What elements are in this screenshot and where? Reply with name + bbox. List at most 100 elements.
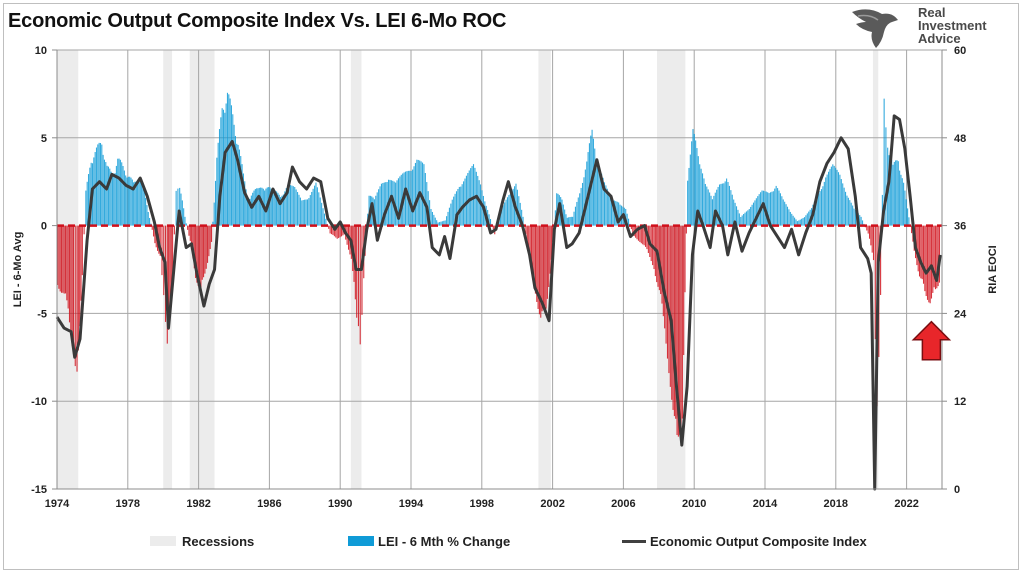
lei-bar-positive — [519, 202, 521, 226]
lei-bar-positive — [738, 213, 740, 226]
lei-bar-negative — [544, 225, 546, 307]
lei-bar-positive — [768, 193, 770, 226]
lei-bar-positive — [145, 197, 147, 226]
lei-bar-positive — [443, 220, 445, 226]
lei-bar-negative — [666, 225, 669, 359]
lei-bar-positive — [127, 176, 129, 226]
lei-bar-positive — [832, 164, 834, 226]
lei-bar-negative — [199, 225, 201, 289]
lei-bar-positive — [596, 163, 598, 226]
lei-bar-positive — [431, 211, 433, 226]
lei-bar-positive — [754, 200, 756, 226]
lei-bar-positive — [397, 178, 400, 226]
lei-bar-negative — [630, 225, 632, 230]
lei-bar-positive — [133, 182, 135, 226]
lei-bar-positive — [595, 158, 597, 226]
lei-bar-positive — [859, 215, 861, 226]
lei-bar-negative — [77, 225, 79, 351]
y2-tick-label: 48 — [954, 133, 966, 145]
lei-bar-negative — [333, 225, 335, 237]
lei-bar-positive — [602, 177, 604, 226]
lei-bar-positive — [230, 105, 233, 226]
lei-bar-positive — [488, 214, 490, 226]
lei-bar-positive — [782, 199, 784, 226]
lei-bar-negative — [359, 225, 361, 345]
lei-bar-positive — [569, 217, 571, 226]
lei-bar-positive — [908, 217, 910, 226]
lei-bar-positive — [213, 202, 215, 226]
lei-bar-positive — [252, 192, 254, 226]
lei-bar-positive — [853, 208, 855, 226]
lei-bar-negative — [872, 225, 875, 261]
lei-bar-positive — [843, 187, 845, 226]
lei-bar-positive — [570, 216, 572, 226]
lei-bar-positive — [325, 218, 327, 226]
lei-bar-positive — [897, 161, 899, 226]
lei-bar-positive — [256, 188, 258, 226]
y-tick-label: -5 — [37, 308, 47, 320]
lei-bar-negative — [880, 225, 882, 295]
lei-bar-positive — [861, 220, 864, 226]
lei-bar-positive — [309, 195, 311, 226]
eagle-icon — [852, 9, 898, 48]
lei-bar-positive — [574, 206, 577, 226]
lei-bar-negative — [189, 225, 191, 241]
lei-bar-negative — [541, 225, 543, 312]
x-tick-label: 2002 — [540, 498, 564, 510]
lei-bar-positive — [508, 195, 510, 226]
lei-bar-negative — [671, 225, 673, 400]
lei-bar-positive — [87, 174, 90, 226]
lei-bar-positive — [123, 170, 125, 226]
lei-bar-negative — [72, 225, 75, 355]
lei-bar-negative — [154, 225, 156, 244]
lei-bar-positive — [241, 164, 243, 226]
lei-bar-positive — [410, 170, 412, 226]
lei-bar-negative — [934, 225, 937, 290]
lei-bar-negative — [673, 225, 675, 417]
lei-bar-negative — [871, 225, 873, 253]
lei-bar-positive — [619, 204, 621, 226]
lei-bar-positive — [285, 188, 287, 226]
logo: Real Investment Advice — [848, 6, 987, 50]
lei-bar-positive — [730, 190, 732, 226]
lei-bar-positive — [888, 155, 890, 226]
lei-bar-positive — [468, 170, 470, 226]
lei-bar-positive — [245, 189, 247, 226]
lei-bar-negative — [644, 225, 647, 247]
lei-bar-negative — [525, 225, 527, 235]
lei-bar-positive — [501, 208, 503, 226]
lei-bar-negative — [59, 225, 61, 292]
lei-bar-positive — [704, 183, 706, 226]
lei-bar-positive — [735, 206, 738, 226]
legend-lei: LEI - 6 Mth % Change — [348, 533, 510, 549]
lei-bar-positive — [598, 166, 600, 226]
lei-bar-positive — [747, 210, 749, 226]
lei-bar-negative — [159, 225, 161, 256]
y2-tick-label: 36 — [954, 221, 966, 233]
lei-bar-negative — [676, 225, 678, 435]
lei-bar-positive — [693, 133, 695, 226]
lei-bar-positive — [710, 195, 712, 226]
lei-bar-positive — [471, 165, 473, 226]
lei-bar-positive — [450, 203, 452, 226]
lei-bar-positive — [447, 211, 449, 226]
logo-line-3: Advice — [918, 31, 961, 46]
lei-bar-positive — [826, 174, 828, 226]
lei-bar-negative — [929, 225, 931, 304]
lei-bar-negative — [533, 225, 535, 283]
lei-bar-positive — [111, 175, 113, 226]
lei-bar-positive — [592, 138, 594, 226]
lei-bar-positive — [390, 180, 392, 226]
lei-bar-positive — [711, 199, 713, 226]
x-tick-label: 1974 — [45, 498, 70, 510]
lei-bar-negative — [329, 225, 331, 234]
lei-bar-positive — [141, 182, 143, 226]
y-tick-label: -10 — [31, 396, 47, 408]
lei-bar-positive — [117, 158, 119, 226]
lei-bar-positive — [214, 180, 217, 226]
lei-bar-positive — [253, 190, 255, 226]
logo-line-1: Real — [918, 5, 946, 20]
lei-bar-positive — [380, 183, 383, 226]
lei-bar-positive — [379, 186, 381, 226]
